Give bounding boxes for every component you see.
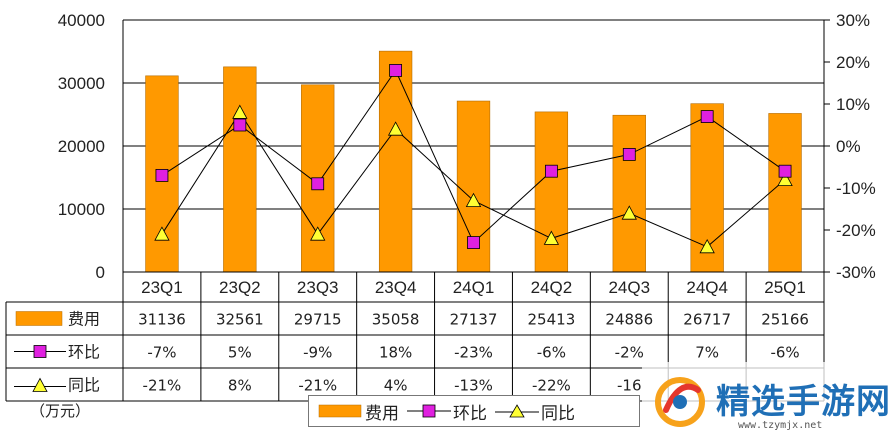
category-label: 24Q1 — [453, 278, 495, 297]
point-yoy — [621, 205, 637, 220]
table-cell: 32561 — [216, 311, 264, 329]
legend-item-yoy: 同比 — [495, 399, 575, 424]
table-cell: -13% — [454, 377, 493, 395]
point-qoq — [700, 110, 714, 123]
table-cell: 4% — [384, 377, 408, 395]
table-cell: 25413 — [528, 311, 576, 329]
point-qoq — [389, 64, 403, 77]
point-yoy — [699, 238, 715, 254]
table-key-bar — [15, 311, 63, 326]
right-tick-label: 30% — [836, 11, 870, 30]
legend-item-qoq: 环比 — [407, 399, 487, 424]
table-cell: 27137 — [450, 311, 498, 329]
point-yoy — [387, 121, 404, 136]
table-cell: -16 — [617, 377, 642, 395]
point-qoq — [155, 168, 169, 182]
left-tick-label: 0 — [96, 263, 105, 282]
bar-expense — [534, 111, 569, 273]
bar-expense — [768, 113, 802, 273]
left-tick-label: 30000 — [58, 74, 105, 93]
category-label: 23Q1 — [141, 278, 183, 297]
left-tick-label: 40000 — [58, 11, 105, 30]
legend-label-yoy: 同比 — [541, 403, 575, 424]
table-cell: -6% — [537, 344, 566, 362]
right-tick-label: -10% — [836, 179, 876, 198]
category-label: 23Q3 — [297, 278, 339, 297]
unit-label: （万元） — [30, 402, 91, 420]
legend-square-marker — [407, 404, 451, 418]
left-tick-label: 20000 — [58, 137, 105, 156]
point-qoq — [233, 118, 247, 132]
table-cell: 29715 — [294, 311, 342, 329]
legend-bar-swatch — [318, 404, 362, 418]
bar-expense — [612, 114, 646, 273]
table-key-triangle — [32, 377, 48, 392]
category-label: 23Q2 — [219, 278, 261, 297]
table-cell: 18% — [379, 344, 412, 362]
table-cell: -22% — [532, 377, 571, 395]
legend-triangle-marker — [495, 404, 539, 418]
category-label: 24Q3 — [608, 278, 650, 297]
table-cell: 31136 — [138, 311, 186, 329]
table-cell: 7% — [695, 344, 719, 362]
point-qoq — [311, 177, 325, 191]
table-cell: 8% — [228, 377, 252, 395]
table-cell: -9% — [303, 344, 332, 362]
point-yoy — [310, 226, 326, 241]
right-tick-label: -20% — [836, 221, 876, 240]
right-tick-label: -30% — [836, 263, 876, 282]
table-cell: 35058 — [372, 311, 420, 329]
bar-expense — [378, 50, 413, 273]
table-key-square — [33, 345, 47, 358]
watermark-url: www.tzymjx.net — [738, 420, 823, 431]
watermark-logo-icon — [655, 377, 705, 427]
category-label: 25Q1 — [764, 278, 806, 297]
right-tick-label: 10% — [836, 95, 870, 114]
watermark: 精选手游网 www.tzymjx.net — [642, 362, 894, 436]
point-qoq — [622, 147, 636, 161]
table-row-label: 同比 — [68, 376, 100, 395]
legend: 费用 环比 同比 — [308, 395, 640, 427]
table-cell: 5% — [228, 344, 252, 362]
table-cell: 25166 — [761, 311, 809, 329]
table-cell: -21% — [298, 377, 337, 395]
left-tick-label: 10000 — [58, 200, 105, 219]
legend-item-expense: 费用 — [317, 399, 399, 424]
legend-label-expense: 费用 — [365, 403, 399, 424]
point-yoy — [465, 192, 482, 208]
table-cell: -7% — [147, 344, 176, 362]
table-cell: -2% — [615, 344, 644, 362]
table-row-label: 费用 — [68, 310, 100, 329]
right-tick-label: 20% — [836, 53, 870, 72]
point-yoy — [154, 226, 170, 241]
table-cell: -6% — [770, 344, 799, 362]
table-cell: 26717 — [683, 311, 731, 329]
point-qoq — [544, 164, 558, 178]
table-cell: -21% — [143, 377, 182, 395]
point-qoq — [467, 236, 480, 250]
bar-expense — [223, 66, 257, 273]
point-yoy — [777, 171, 793, 187]
table-row-label: 环比 — [68, 343, 100, 362]
category-label: 24Q2 — [531, 278, 573, 297]
table-cell: 24886 — [605, 311, 653, 329]
point-yoy — [543, 230, 560, 245]
point-yoy — [232, 104, 248, 119]
table-cell: -23% — [454, 344, 493, 362]
point-qoq — [778, 164, 792, 178]
category-label: 24Q4 — [686, 278, 728, 297]
right-tick-label: 0% — [836, 137, 861, 156]
watermark-text: 精选手游网 — [716, 382, 891, 422]
legend-label-qoq: 环比 — [453, 403, 487, 424]
category-label: 23Q4 — [375, 278, 417, 297]
